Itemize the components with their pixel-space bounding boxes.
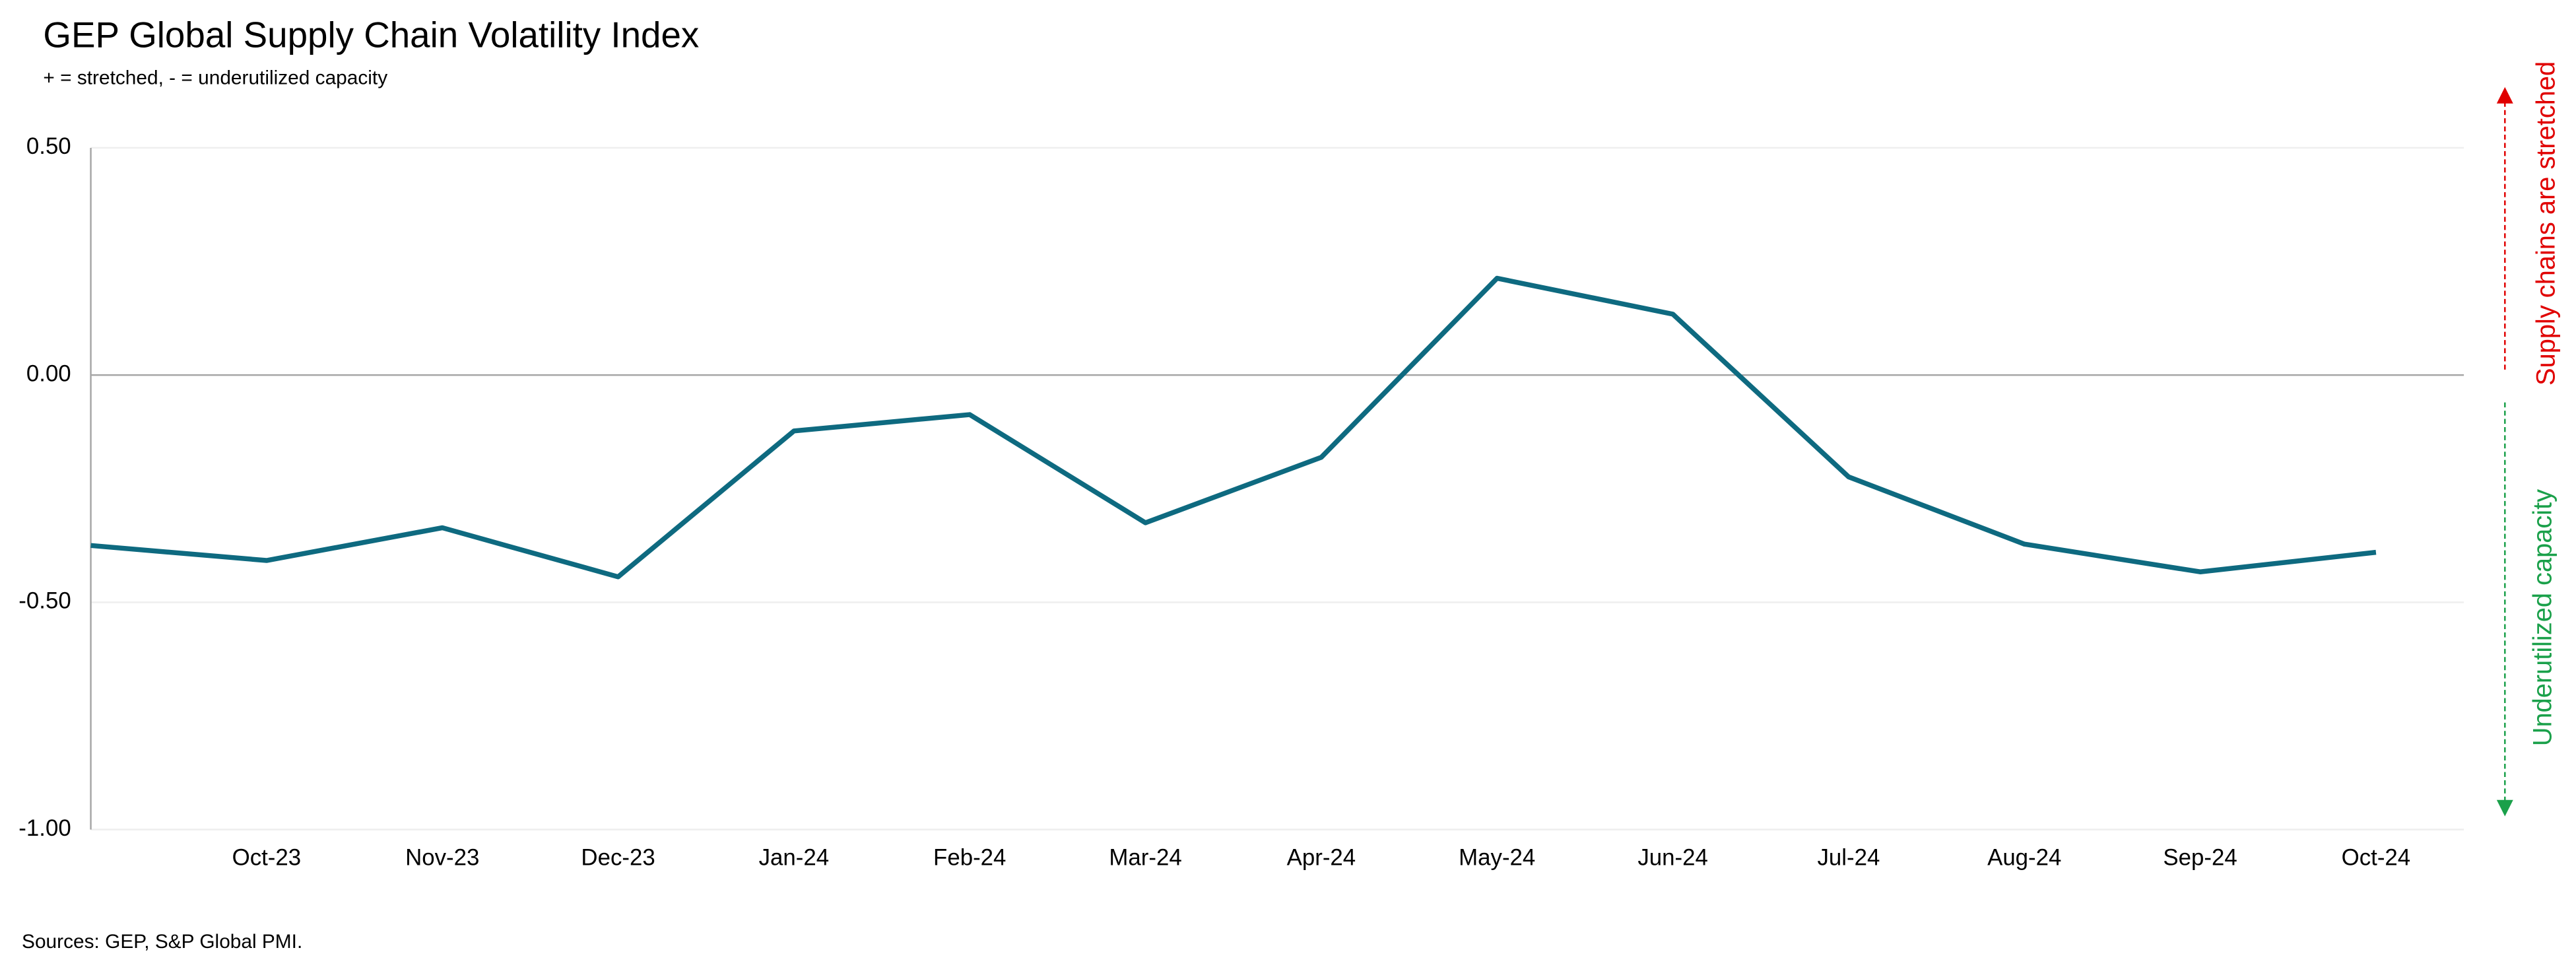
annotation: Supply chains are stretched xyxy=(2532,61,2561,386)
x-tick-label: Apr-24 xyxy=(1287,845,1356,871)
x-tick-label: May-24 xyxy=(1459,845,1535,871)
source-note: Sources: GEP, S&P Global PMI. xyxy=(22,931,302,953)
arrow-head xyxy=(2496,86,2513,104)
arrow-head xyxy=(2496,799,2513,817)
x-tick-label: Aug-24 xyxy=(1987,845,2061,871)
annotation: Underutilized capacity xyxy=(2528,489,2558,746)
x-tick-label: Jan-24 xyxy=(759,845,830,871)
chart-subtitle: + = stretched, - = underutilized capacit… xyxy=(43,67,387,88)
x-tick-label: Dec-23 xyxy=(581,845,655,871)
chart-title: GEP Global Supply Chain Volatility Index xyxy=(43,15,699,55)
x-tick-label: Feb-24 xyxy=(933,845,1006,871)
x-tick-label: Jul-24 xyxy=(1817,845,1880,871)
y-tick-label: 0.00 xyxy=(26,360,71,386)
x-tick-label: Oct-24 xyxy=(2342,845,2411,871)
series-line xyxy=(90,275,2377,580)
x-tick-label: Mar-24 xyxy=(1109,845,1181,871)
x-tick-label: Nov-23 xyxy=(405,845,479,871)
x-tick-label: Sep-24 xyxy=(2163,845,2237,871)
y-tick-label: -1.00 xyxy=(18,815,71,841)
x-tick-label: Jun-24 xyxy=(1637,845,1708,871)
y-tick-label: -0.50 xyxy=(18,588,71,614)
x-tick-label: Oct-23 xyxy=(232,845,302,871)
y-tick-label: 0.50 xyxy=(26,133,71,159)
